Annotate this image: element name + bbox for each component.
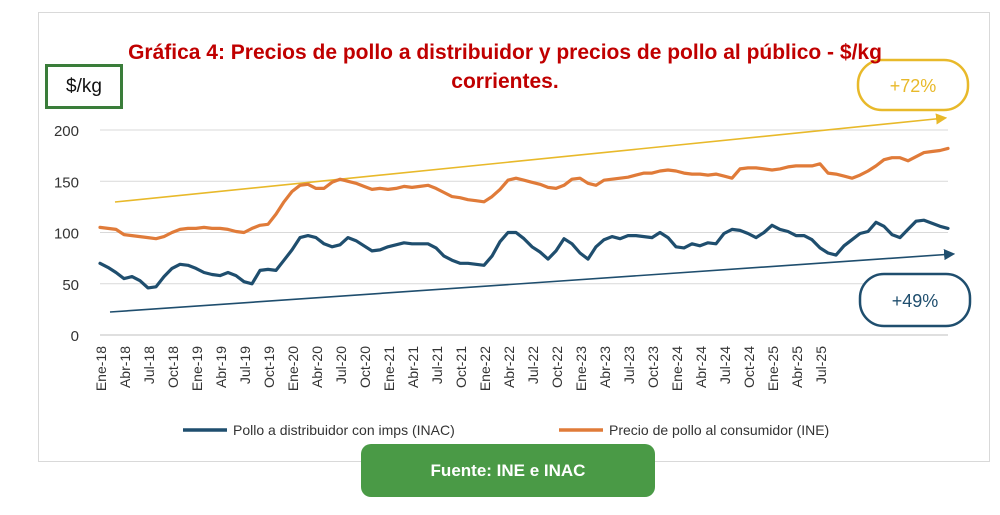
annotation-label: +49% [892, 291, 939, 311]
annotation-label: +72% [890, 76, 937, 96]
x-tick-label: Ene-24 [669, 346, 685, 391]
x-tick-label: Ene-20 [285, 346, 301, 391]
chart-title: Gráfica 4: Precios de pollo a distribuid… [128, 41, 882, 93]
trend-arrow-consumer [114, 113, 948, 203]
x-tick-label: Oct-22 [549, 346, 565, 388]
legend: Pollo a distribuidor con imps (INAC) Prec… [183, 422, 829, 438]
x-tick-label: Abr-24 [693, 346, 709, 388]
x-tick-label: Abr-21 [405, 346, 421, 388]
x-tick-label: Abr-25 [789, 346, 805, 388]
x-tick-label: Jul-23 [621, 346, 637, 384]
y-tick-label: 50 [62, 277, 79, 294]
x-tick-label: Oct-21 [453, 346, 469, 388]
y-tick-label: 150 [54, 174, 79, 191]
x-tick-label: Ene-21 [381, 346, 397, 391]
x-tick-label: Jul-19 [237, 346, 253, 384]
x-tick-label: Jul-25 [813, 346, 829, 384]
x-tick-layer: Ene-18 Abr-18 Jul-18 Oct-18 Ene-19 Abr-19 Jul-… [93, 346, 829, 391]
x-tick-label: Oct-18 [165, 346, 181, 388]
series-line-1 [98, 218, 950, 290]
x-tick-label: Abr-22 [501, 346, 517, 388]
legend-label: Precio de pollo al consumidor (INE) [609, 422, 829, 438]
x-tick-label: Abr-20 [309, 346, 325, 388]
x-tick-label: Ene-22 [477, 346, 493, 391]
x-tick-label: Jul-22 [525, 346, 541, 384]
x-tick-label: Ene-23 [573, 346, 589, 391]
x-tick-label: Ene-18 [93, 346, 109, 391]
x-tick-label: Jul-21 [429, 346, 445, 384]
y-tick-label: 100 [54, 226, 79, 243]
x-tick-label: Jul-20 [333, 346, 349, 384]
x-tick-label: Ene-19 [189, 346, 205, 391]
x-tick-label: Ene-25 [765, 346, 781, 391]
series-line-2 [98, 146, 950, 241]
y-tick-layer: 0 50 100 150 200 [54, 123, 79, 345]
unit-label-box: $/kg [45, 64, 123, 109]
source-button[interactable]: Fuente: INE e INAC [361, 444, 655, 497]
x-tick-label: Oct-23 [645, 346, 661, 388]
x-tick-label: Abr-19 [213, 346, 229, 388]
trend-arrow-distributor [109, 249, 956, 313]
chart-card [38, 12, 990, 462]
x-tick-label: Oct-20 [357, 346, 373, 388]
trend-layer [109, 113, 956, 313]
x-tick-label: Abr-23 [597, 346, 613, 388]
x-tick-label: Abr-18 [117, 346, 133, 388]
annotation-layer: +72% +49% [856, 58, 972, 328]
series-layer [98, 146, 950, 290]
y-tick-label: 0 [71, 328, 79, 345]
y-tick-label: 200 [54, 123, 79, 140]
x-tick-label: Oct-24 [741, 346, 757, 388]
x-tick-label: Jul-18 [141, 346, 157, 384]
x-tick-label: Oct-19 [261, 346, 277, 388]
annotation-box [858, 272, 972, 328]
legend-label: Pollo a distribuidor con imps (INAC) [233, 422, 455, 438]
annotation-box [856, 58, 970, 112]
x-tick-label: Jul-24 [717, 346, 733, 384]
